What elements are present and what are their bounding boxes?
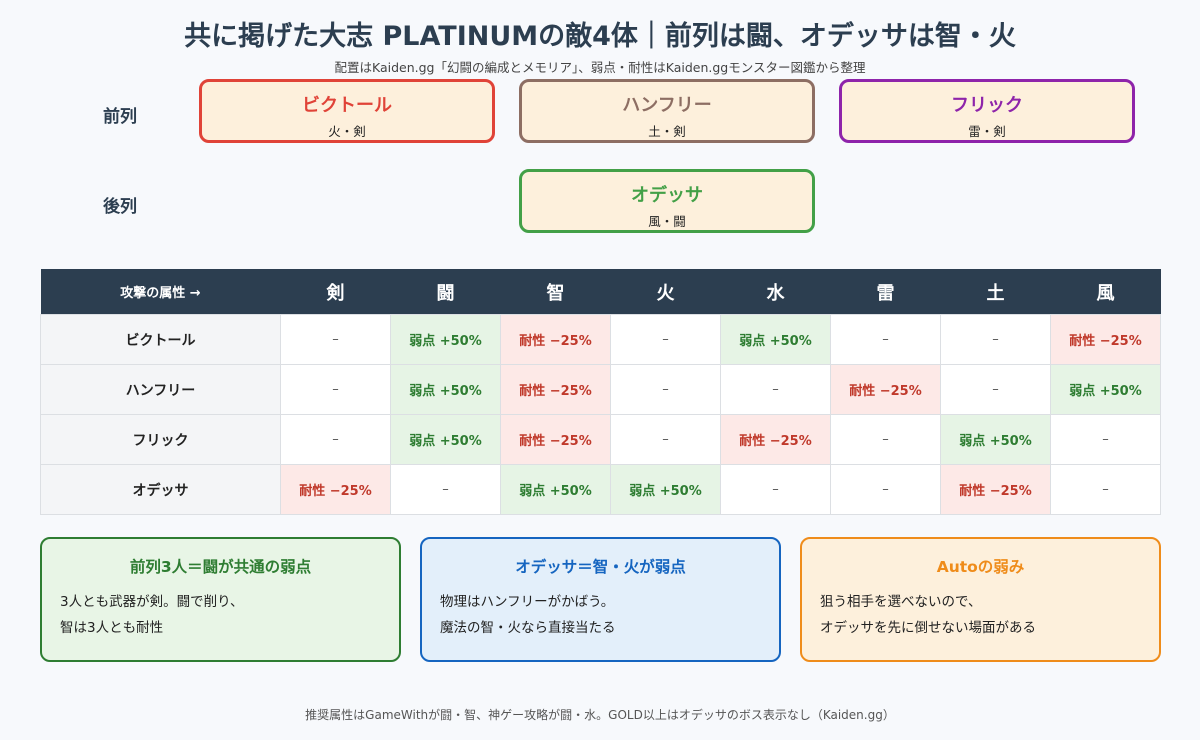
note-body: 狙う相手を選べないので、 オデッサを先に倒せない場面がある bbox=[820, 589, 1159, 641]
neutral-cell: – bbox=[720, 364, 831, 415]
unit-name: ハンフリー bbox=[622, 95, 712, 116]
unit-name: オデッサ bbox=[631, 185, 703, 206]
neutral-cell: – bbox=[610, 414, 721, 465]
unit-card-odessa: オデッサ 風・闘 bbox=[519, 169, 815, 233]
weakness-cell: 弱点 +50% bbox=[500, 464, 611, 515]
unit-attributes: 土・剣 bbox=[648, 124, 686, 139]
table-row: ビクトール – 弱点 +50% 耐性 −25% – 弱点 +50% – – 耐性 −25% bbox=[40, 314, 1161, 365]
unit-name: フリック bbox=[951, 95, 1023, 116]
neutral-cell: – bbox=[940, 314, 1051, 365]
unit-attributes: 風・闘 bbox=[648, 214, 686, 229]
resistance-cell: 耐性 −25% bbox=[720, 414, 831, 465]
unit-attributes: 雷・剣 bbox=[968, 124, 1006, 139]
resistance-cell: 耐性 −25% bbox=[500, 314, 611, 365]
weakness-cell: 弱点 +50% bbox=[390, 364, 501, 415]
resistance-cell: 耐性 −25% bbox=[830, 364, 941, 415]
weakness-cell: 弱点 +50% bbox=[720, 314, 831, 365]
column-header: 火 bbox=[610, 269, 721, 315]
table-corner-header: 攻撃の属性 → bbox=[40, 269, 281, 315]
column-header: 闘 bbox=[390, 269, 501, 315]
neutral-cell: – bbox=[1050, 464, 1161, 515]
note-line: 狙う相手を選べないので、 bbox=[820, 594, 982, 610]
note-card-odessa: オデッサ＝智・火が弱点 物理はハンフリーがかばう。 魔法の智・火なら直接当たる bbox=[420, 537, 781, 662]
column-header: 風 bbox=[1050, 269, 1161, 315]
note-line: 3人とも武器が剣。闘で削り、 bbox=[60, 594, 244, 610]
unit-name: ビクトール bbox=[302, 95, 392, 116]
row-enemy-name: ビクトール bbox=[40, 314, 281, 365]
unit-attributes: 火・剣 bbox=[328, 124, 366, 139]
note-title: 前列3人＝闘が共通の弱点 bbox=[129, 558, 312, 576]
note-card-front-row: 前列3人＝闘が共通の弱点 3人とも武器が剣。闘で削り、 智は3人とも耐性 bbox=[40, 537, 401, 662]
weakness-cell: 弱点 +50% bbox=[610, 464, 721, 515]
note-body: 物理はハンフリーがかばう。 魔法の智・火なら直接当たる bbox=[440, 589, 779, 641]
note-title: Autoの弱み bbox=[936, 558, 1025, 576]
footer-note: 推奨属性はGameWithが闘・智、神ゲー攻略が闘・水。GOLD以上はオデッサの… bbox=[305, 708, 895, 722]
neutral-cell: – bbox=[830, 464, 941, 515]
row-enemy-name: オデッサ bbox=[40, 464, 281, 515]
unit-card-humphrey: ハンフリー 土・剣 bbox=[519, 79, 815, 143]
weakness-cell: 弱点 +50% bbox=[940, 414, 1051, 465]
resistance-cell: 耐性 −25% bbox=[1050, 314, 1161, 365]
resistance-cell: 耐性 −25% bbox=[280, 464, 391, 515]
back-row-label: 後列 bbox=[103, 197, 137, 217]
note-line: 魔法の智・火なら直接当たる bbox=[440, 620, 616, 636]
neutral-cell: – bbox=[1050, 414, 1161, 465]
column-header: 水 bbox=[720, 269, 831, 315]
column-header: 剣 bbox=[280, 269, 391, 315]
front-row-label: 前列 bbox=[103, 107, 137, 127]
column-header: 雷 bbox=[830, 269, 941, 315]
page-subtitle: 配置はKaiden.gg「幻闘の編成とメモリア」、弱点・耐性はKaiden.gg… bbox=[334, 60, 866, 75]
column-header: 土 bbox=[940, 269, 1051, 315]
unit-card-victor: ビクトール 火・剣 bbox=[199, 79, 495, 143]
unit-card-flik: フリック 雷・剣 bbox=[839, 79, 1135, 143]
neutral-cell: – bbox=[280, 414, 391, 465]
note-line: 物理はハンフリーがかばう。 bbox=[440, 594, 615, 610]
table-row: オデッサ 耐性 −25% – 弱点 +50% 弱点 +50% – – 耐性 −25% – bbox=[40, 464, 1161, 515]
weakness-cell: 弱点 +50% bbox=[1050, 364, 1161, 415]
neutral-cell: – bbox=[280, 364, 391, 415]
resistance-cell: 耐性 −25% bbox=[940, 464, 1051, 515]
weakness-cell: 弱点 +50% bbox=[390, 414, 501, 465]
column-header: 智 bbox=[500, 269, 611, 315]
note-line: オデッサを先に倒せない場面がある bbox=[820, 620, 1036, 636]
neutral-cell: – bbox=[720, 464, 831, 515]
neutral-cell: – bbox=[830, 314, 941, 365]
note-line: 智は3人とも耐性 bbox=[60, 620, 164, 636]
neutral-cell: – bbox=[280, 314, 391, 365]
row-enemy-name: ハンフリー bbox=[40, 364, 281, 415]
weakness-table: 攻撃の属性 → 剣 闘 智 火 水 雷 土 風 ビクトール – 弱点 +50% 耐性 … bbox=[40, 269, 1161, 515]
row-enemy-name: フリック bbox=[40, 414, 281, 465]
table-row: ハンフリー – 弱点 +50% 耐性 −25% – – 耐性 −25% – 弱点 +50% bbox=[40, 364, 1161, 415]
neutral-cell: – bbox=[610, 314, 721, 365]
note-card-auto: Autoの弱み 狙う相手を選べないので、 オデッサを先に倒せない場面がある bbox=[800, 537, 1161, 662]
neutral-cell: – bbox=[610, 364, 721, 415]
neutral-cell: – bbox=[940, 364, 1051, 415]
weakness-cell: 弱点 +50% bbox=[390, 314, 501, 365]
neutral-cell: – bbox=[830, 414, 941, 465]
page-title: 共に掲げた大志 PLATINUMの敵4体｜前列は闘、オデッサは智・火 bbox=[184, 21, 1016, 52]
resistance-cell: 耐性 −25% bbox=[500, 364, 611, 415]
note-title: オデッサ＝智・火が弱点 bbox=[515, 558, 686, 576]
neutral-cell: – bbox=[390, 464, 501, 515]
table-header-row: 攻撃の属性 → 剣 闘 智 火 水 雷 土 風 bbox=[40, 269, 1161, 315]
resistance-cell: 耐性 −25% bbox=[500, 414, 611, 465]
note-body: 3人とも武器が剣。闘で削り、 智は3人とも耐性 bbox=[60, 589, 399, 641]
table-row: フリック – 弱点 +50% 耐性 −25% – 耐性 −25% – 弱点 +50% – bbox=[40, 414, 1161, 465]
